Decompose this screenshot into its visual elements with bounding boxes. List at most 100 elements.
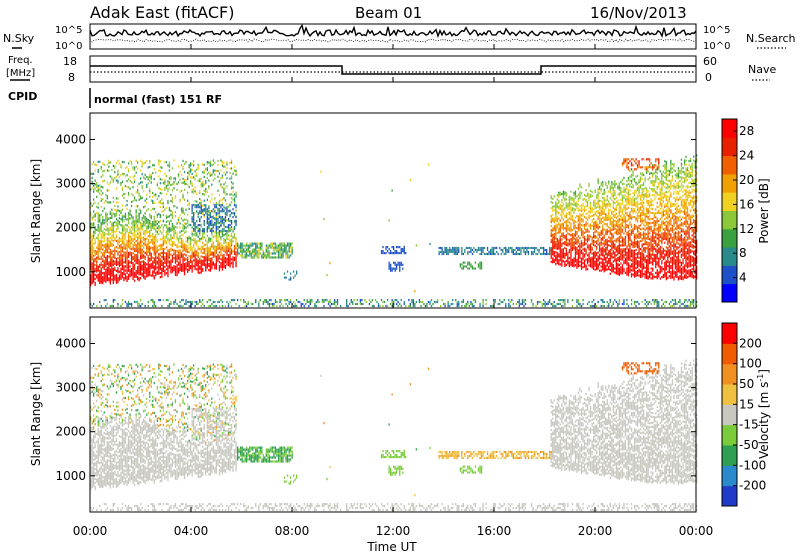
power-cell <box>133 247 136 250</box>
power-cell <box>526 248 528 252</box>
noise-search-label: N.Search <box>746 32 796 45</box>
power-cell <box>124 223 127 226</box>
power-cell <box>608 260 610 263</box>
power-cell <box>112 230 114 233</box>
power-cell <box>218 222 221 225</box>
power-cell <box>237 299 239 302</box>
power-cell <box>518 304 520 308</box>
power-cell <box>258 300 260 304</box>
power-cell <box>555 237 557 240</box>
power-cell <box>615 212 617 215</box>
power-cell <box>614 182 616 185</box>
power-cell <box>137 215 139 218</box>
power-cell <box>141 244 143 247</box>
power-cell <box>230 185 233 188</box>
power-cell <box>246 250 248 253</box>
power-cell <box>223 197 225 200</box>
power-cell <box>555 213 557 216</box>
power-cell <box>183 265 186 268</box>
power-cell <box>146 245 148 248</box>
power-cell <box>159 254 161 257</box>
power-cell <box>165 256 168 259</box>
power-cell <box>214 161 216 164</box>
power-cell <box>597 178 599 181</box>
power-cell <box>176 302 178 306</box>
power-cell <box>550 228 552 232</box>
power-cell <box>233 220 236 223</box>
power-cell <box>591 210 593 213</box>
power-cell <box>185 161 187 164</box>
power-cell <box>135 234 137 237</box>
power-cell <box>277 256 280 259</box>
power-cell <box>133 259 136 262</box>
power-cell <box>202 237 204 241</box>
power-cell <box>121 246 124 249</box>
power-cell <box>141 187 143 190</box>
power-cell <box>571 207 574 210</box>
power-cell <box>115 240 118 243</box>
power-cell <box>393 267 395 270</box>
power-cell <box>243 244 245 247</box>
power-cell <box>559 203 561 206</box>
power-cell <box>233 197 236 200</box>
power-cell <box>206 246 208 249</box>
power-cell <box>109 258 111 261</box>
power-cell <box>115 277 118 280</box>
power-cell <box>576 246 578 249</box>
power-cell <box>562 300 564 304</box>
power-cell <box>609 256 611 259</box>
power-cell <box>199 267 201 270</box>
power-cell <box>274 244 277 247</box>
power-cell <box>288 254 290 257</box>
power-cell <box>224 266 227 270</box>
power-cell <box>558 239 560 242</box>
power-cell <box>144 267 146 270</box>
power-cell <box>150 209 152 212</box>
power-cell <box>608 218 610 221</box>
power-cell <box>599 245 601 248</box>
power-cell <box>208 218 210 221</box>
power-cell <box>140 197 142 200</box>
power-cell <box>290 272 292 275</box>
power-cell <box>159 178 161 181</box>
power-cell <box>240 299 242 302</box>
power-cell <box>200 271 202 274</box>
power-cell <box>606 256 608 259</box>
power-cell <box>206 214 208 217</box>
power-cell <box>233 247 236 250</box>
power-cell <box>229 210 231 213</box>
power-cell <box>599 213 601 217</box>
power-cell <box>173 237 175 240</box>
power-cell <box>112 261 114 264</box>
power-cell <box>226 300 228 304</box>
power-cell <box>96 185 98 189</box>
power-cell <box>274 256 277 259</box>
power-cell <box>215 231 217 234</box>
power-cell <box>576 304 578 308</box>
power-cell <box>224 239 227 242</box>
power-cell <box>573 257 575 260</box>
power-cell <box>167 200 169 203</box>
power-cell <box>112 222 114 225</box>
power-cell <box>152 226 154 230</box>
power-cell <box>271 242 274 245</box>
power-cell <box>571 244 574 248</box>
power-cell <box>171 254 174 257</box>
power-cell <box>608 236 610 239</box>
power-cell <box>230 197 233 200</box>
power-cell <box>146 267 148 270</box>
power-cell <box>365 300 367 304</box>
power-cell <box>558 302 560 306</box>
power-cell <box>209 261 211 264</box>
power-cell <box>570 238 572 241</box>
power-cell <box>146 237 148 240</box>
power-cell <box>111 168 113 171</box>
power-cell <box>132 218 134 221</box>
power-cell <box>588 244 590 247</box>
power-cell <box>135 244 137 247</box>
power-cell <box>93 224 95 227</box>
power-cell <box>127 277 130 280</box>
power-cell <box>144 241 146 245</box>
power-cell <box>580 229 583 233</box>
power-cell <box>124 273 127 276</box>
